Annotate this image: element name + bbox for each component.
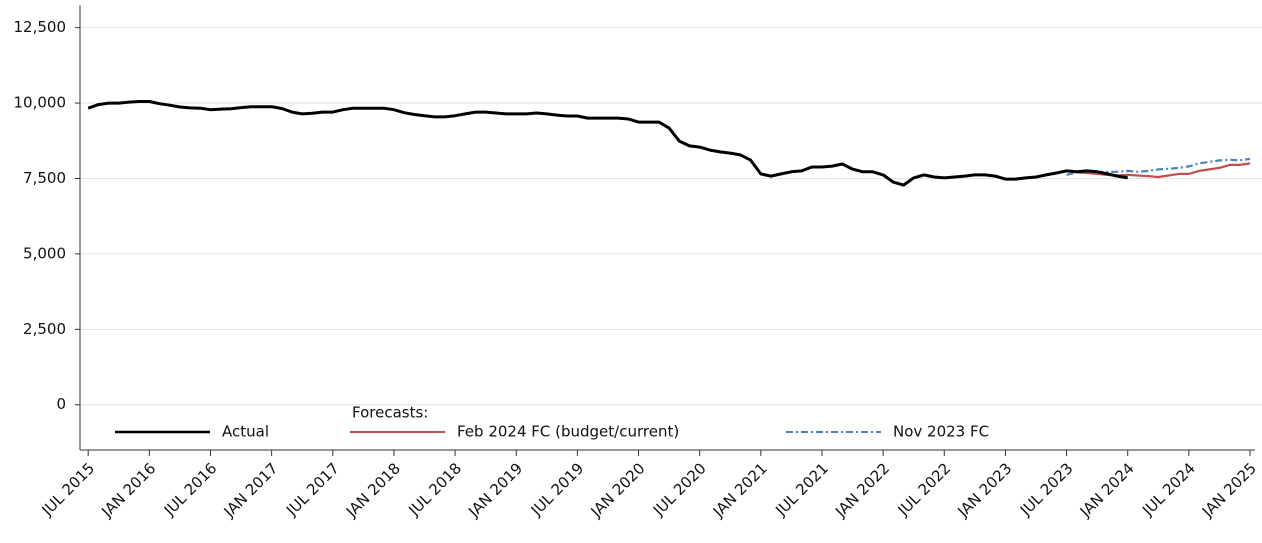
x-tick-label: JUL 2020 <box>649 459 710 520</box>
y-tick-label: 2,500 <box>23 320 66 338</box>
x-tick-label: JUL 2021 <box>771 459 832 520</box>
series-line <box>87 100 1128 187</box>
y-tick-label: 10,000 <box>14 94 67 112</box>
x-tick-label: JAN 2019 <box>464 459 526 521</box>
x-tick-label: JUL 2017 <box>282 459 343 520</box>
y-tick-label: 5,000 <box>23 244 66 262</box>
x-tick-label: JAN 2021 <box>709 459 771 521</box>
y-tick-label: 7,500 <box>23 169 66 187</box>
x-tick-label: JAN 2023 <box>953 459 1015 521</box>
x-tick-label: JAN 2024 <box>1076 459 1138 521</box>
legend-title: Forecasts: <box>352 404 428 422</box>
y-tick-label: 0 <box>56 395 66 413</box>
x-tick-label: JUL 2015 <box>38 459 99 520</box>
x-tick-label: JAN 2025 <box>1198 459 1260 521</box>
x-tick-label: JUL 2024 <box>1138 459 1199 520</box>
x-tick-label: JUL 2018 <box>404 459 465 520</box>
x-tick-label: JAN 2017 <box>220 459 282 521</box>
x-tick-label: JAN 2016 <box>97 459 159 521</box>
x-tick-label: JUL 2019 <box>527 459 588 520</box>
x-tick-label: JAN 2018 <box>342 459 404 521</box>
legend-label: Feb 2024 FC (budget/current) <box>457 423 679 441</box>
x-tick-label: JUL 2016 <box>160 459 221 520</box>
legend-label: Actual <box>222 423 269 441</box>
x-tick-label: JUL 2022 <box>894 459 955 520</box>
y-tick-label: 12,500 <box>14 18 67 36</box>
series-line <box>1076 162 1251 179</box>
x-tick-label: JAN 2022 <box>831 459 893 521</box>
x-tick-label: JAN 2020 <box>587 459 649 521</box>
legend-label: Nov 2023 FC <box>893 423 989 441</box>
x-tick-label: JUL 2023 <box>1016 459 1077 520</box>
